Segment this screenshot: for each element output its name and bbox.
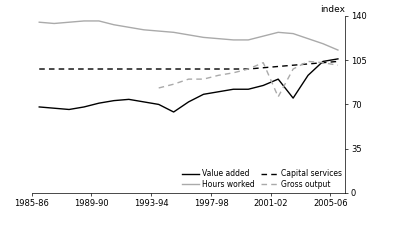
Text: index: index <box>320 5 345 14</box>
Legend: Value added, Hours worked, Capital services, Gross output: Value added, Hours worked, Capital servi… <box>182 169 341 189</box>
